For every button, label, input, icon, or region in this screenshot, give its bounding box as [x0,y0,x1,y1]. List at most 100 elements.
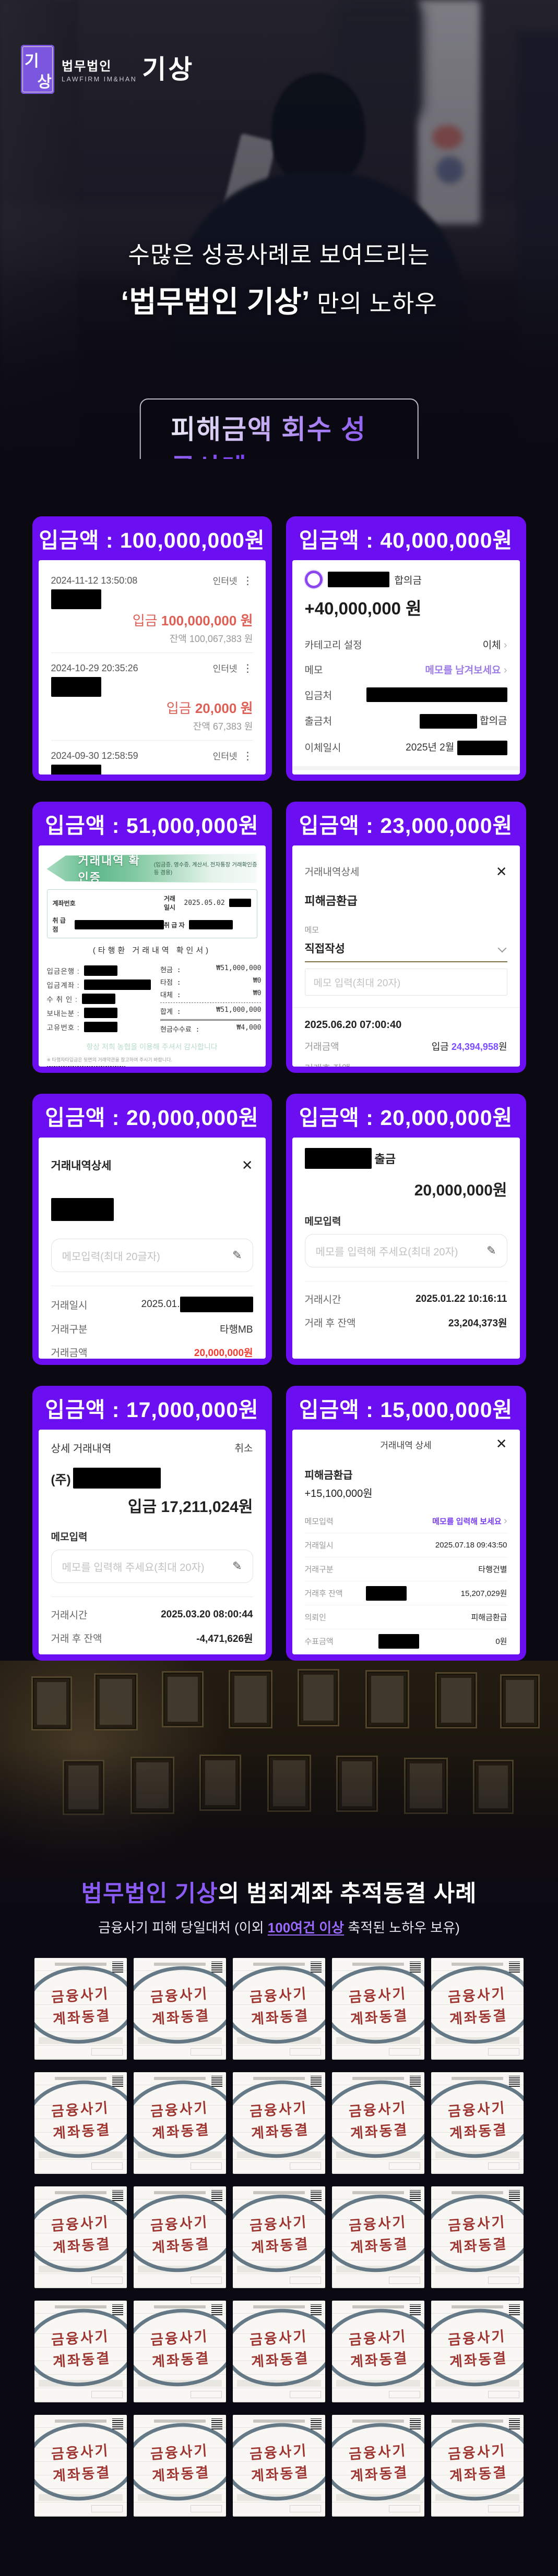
doc-title-bar [54,1963,107,1966]
more-menu-icon[interactable]: ⋮ [242,751,253,762]
tx-detail-title: 거래내역상세 [304,867,360,878]
doc-title-bar [451,1963,504,1966]
doc-table-band [237,2037,321,2044]
amount-value: 24,394,958 [451,1042,498,1052]
memo-placeholder: 메모를 입력해 보세요 [432,1517,502,1526]
transaction-row: 2024-09-30 12:58:59 인터넷⋮ 입금 20,000 원 잔액 … [51,746,253,775]
close-icon[interactable]: ✕ [495,1436,507,1452]
deposit-header: 입금액 : 51,000,000원 [45,814,259,838]
doc-footer-box [488,2048,519,2055]
stamp-line2: 계좌동결 [52,2007,111,2027]
doc-footer-box [290,2391,321,2398]
memo-input[interactable]: 메모를 입력해 주세요(최대 20자) ✎ [51,1550,253,1583]
stamp-line1: 금융사기 [50,1985,110,2005]
fee-value: ₩4,000 [236,1024,262,1032]
receipt-banner: 거래내역 확인증 (입금증, 영수증, 계산서, 전자통장 거래확인증 등 겸용… [46,854,257,884]
stamp-line2: 계좌동결 [151,2121,210,2142]
receipt-info-box: 계좌번호 거래일시 2025.05.02 취 급 점 취 급 자 [46,889,257,938]
stamp-line1: 금융사기 [348,2214,407,2234]
freeze-document-thumbnail: 금융사기 계좌동결 [34,1958,127,2060]
stamp-line1: 금융사기 [149,2442,209,2462]
qr-code-icon [112,1962,123,1973]
memo-input-placeholder: 메모를 입력해 주세요(최대 20자) [62,1562,205,1574]
headline-rest: 만의 노하우 [310,290,437,317]
barcode [46,1066,125,1067]
doc-table-band [435,2037,519,2044]
stamp-line2: 계좌동결 [52,2235,111,2256]
balance-value: -4,471,626원 [196,1634,253,1644]
doc-table-band [435,2151,519,2158]
deposit-label: 입금 [166,700,192,716]
stamp-line1: 금융사기 [248,2099,308,2120]
freeze-document-thumbnail: 금융사기 계좌동결 [34,2186,127,2288]
amount-value: 20,000,000원 [194,1348,253,1359]
doc-table-band [138,2380,222,2387]
stamp-line1: 금융사기 [348,1985,407,2005]
doc-title-bar [153,2420,206,2423]
tx-detail-title: 거래내역상세 [51,1160,112,1172]
deposit-header: 입금액 : 17,000,000원 [45,1398,259,1422]
close-icon[interactable]: ✕ [495,863,507,879]
freeze-document-thumbnail: 금융사기 계좌동결 [332,2072,424,2174]
freeze-document-thumbnail: 금융사기 계좌동결 [431,1958,524,2060]
category-row[interactable]: 이체 › [483,637,507,651]
memo-input[interactable]: 메모입력(최대 20글자) ✎ [51,1239,253,1272]
stamp-line2: 계좌동결 [250,2464,310,2484]
more-menu-icon[interactable]: ⋮ [242,663,253,674]
freeze-document-thumbnail: 금융사기 계좌동결 [233,2415,325,2517]
stamp-line1: 금융사기 [248,2214,308,2234]
doc-table-band [336,2037,420,2044]
category-label: 카테고리 설정 [304,640,362,651]
subtitle-post: 축적된 노하우 보유) [344,1920,460,1936]
fee-label: 현금수수료 : [160,1026,200,1034]
amount-value: 17,211,024원 [161,1498,253,1516]
stamp-line2: 계좌동결 [448,2350,508,2370]
cash-value: ₩51,000,000 [216,964,262,972]
receipt-title: 거래내역 확인증 [78,854,140,884]
total-label: 합계 : [160,1008,181,1016]
doc-table-band [237,2266,321,2272]
amount-prefix: 입금 [431,1042,449,1052]
title-rest: 의 범죄계좌 추적동결 사례 [218,1881,477,1906]
total-value: ₩51,000,000 [216,1006,262,1014]
qr-code-icon [410,2304,421,2315]
memo-row[interactable]: 메모를 입력해 보세요 › [432,1515,507,1527]
memo-label: 메모입력 [304,1216,341,1227]
fraud-freeze-stamp: 금융사기 계좌동결 [34,2419,127,2505]
doc-title-bar [451,2305,504,2308]
memo-input[interactable]: 메모 입력(최대 20자) [304,969,507,996]
redacted [84,965,117,976]
time-label: 거래시간 [51,1610,88,1621]
stamp-line1: 금융사기 [447,1985,506,2005]
freeze-document-thumbnail: 금융사기 계좌동결 [34,2072,127,2174]
check-label: 수표금액 [304,1637,334,1646]
doc-table-band [336,2266,420,2272]
balance-value: 67,383 원 [212,721,253,732]
bank-app-screenshot: 합의금 +40,000,000 원 카테고리 설정 이체 › 메모 메모를 남겨보세… [292,560,520,775]
memo-input[interactable]: 메모를 입력해 주세요(최대 20자) ✎ [304,1234,507,1267]
case-card-15m: 입금액 : 15,000,000원 거래내역 상세 ✕ 피해금환급 +15,10… [286,1386,526,1661]
type-value: 타행건별 [478,1565,507,1574]
fraud-freeze-stamp: 금융사기 계좌동결 [233,2076,325,2162]
doc-footer-box [191,2048,222,2055]
doc-title-bar [153,2191,206,2194]
redacted [81,994,115,1004]
doc-table-band [336,2151,420,2158]
doc-title-bar [253,2191,305,2194]
memo-type-dropdown[interactable]: 직접작성 [304,940,507,962]
qr-code-icon [509,1962,520,1973]
freeze-document-thumbnail: 금융사기 계좌동결 [431,2301,524,2402]
doc-footer-box [91,2162,123,2170]
memo-row[interactable]: 메모를 남겨보세요 › [425,662,507,676]
close-icon[interactable]: ✕ [241,1157,253,1173]
balance-value: 100,067,383 원 [189,634,253,644]
chevron-right-icon: › [503,1515,507,1527]
qr-code-icon [311,2418,322,2429]
doc-footer-box [91,2048,123,2055]
more-menu-icon[interactable]: ⋮ [242,575,253,587]
doc-footer-box [191,2391,222,2398]
stamp-line1: 금융사기 [149,2214,209,2234]
cancel-button[interactable]: 취소 [234,1443,253,1454]
balance-label: 잔액 [193,721,210,732]
doc-table-band [39,2037,123,2044]
